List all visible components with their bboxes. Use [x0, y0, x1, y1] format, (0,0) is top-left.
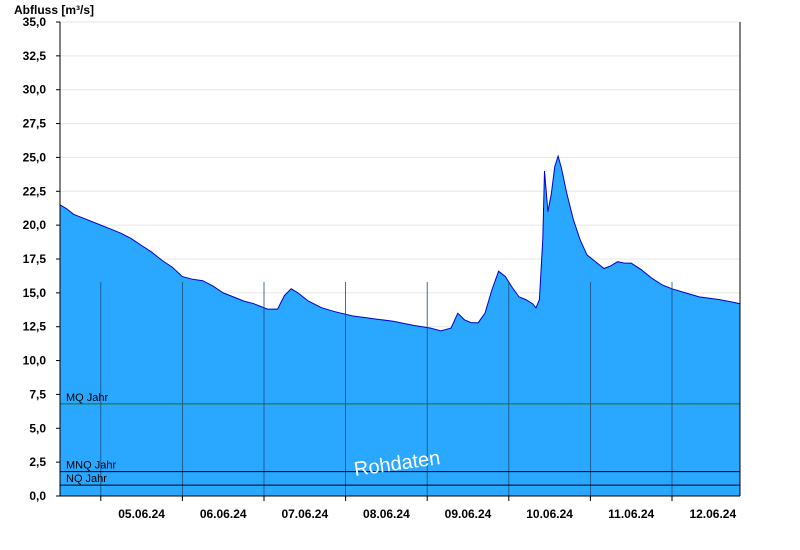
x-tick-label: 06.06.24: [200, 507, 247, 521]
y-ticks: 0,0 2,5 5,0 7,5 10,0 12,5 15,0 17,5 20,0 22,5 25,0…: [23, 15, 60, 503]
x-tick-label: 09.06.24: [445, 507, 492, 521]
y-axis-label: Abfluss [m³/s]: [14, 3, 94, 17]
day-separators: [100, 282, 673, 496]
x-tick-label: 10.06.24: [526, 507, 573, 521]
y-tick-label: 10,0: [23, 354, 47, 368]
series-area: [59, 154, 741, 496]
discharge-line: [59, 154, 741, 332]
y-tick-label: 32,5: [23, 49, 47, 63]
y-tick-label: 22,5: [23, 184, 47, 198]
x-tick-label: 05.06.24: [118, 507, 165, 521]
x-tick-label: 11.06.24: [608, 507, 654, 521]
y-tick-label: 20,0: [23, 218, 47, 232]
y-tick-label: 7,5: [29, 387, 46, 401]
y-tick-label: 17,5: [23, 252, 47, 266]
x-ticks: 05.06.24 06.06.24 07.06.24 08.06.24 09.06.24…: [100, 496, 736, 521]
x-tick-label: 12.06.24: [689, 507, 736, 521]
reference-line-label: MNQ Jahr: [66, 460, 116, 472]
discharge-area: [60, 156, 740, 496]
y-tick-label: 0,0: [29, 489, 46, 503]
y-tick-label: 25,0: [23, 150, 47, 164]
reference-line-label: NQ Jahr: [66, 473, 107, 485]
y-tick-label: 30,0: [23, 83, 47, 97]
x-tick-label: 07.06.24: [281, 507, 328, 521]
y-tick-label: 5,0: [29, 421, 46, 435]
y-tick-label: 15,0: [23, 286, 47, 300]
reference-line-label: MQ Jahr: [66, 392, 109, 404]
y-tick-label: 27,5: [23, 117, 47, 131]
x-tick-label: 08.06.24: [363, 507, 410, 521]
y-tick-label: 35,0: [23, 15, 47, 29]
y-tick-label: 2,5: [29, 455, 46, 469]
y-tick-label: 12,5: [23, 320, 47, 334]
